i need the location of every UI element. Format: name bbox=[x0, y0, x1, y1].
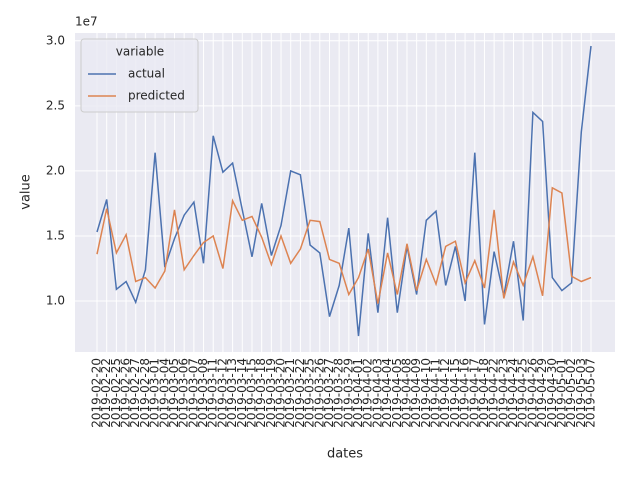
x-tick-label: 2019-03-07 bbox=[186, 358, 200, 428]
x-tick-label: 2019-02-25 bbox=[109, 358, 123, 428]
x-tick-label: 2019-02-28 bbox=[138, 358, 152, 428]
x-tick-label: 2019-03-15 bbox=[244, 358, 258, 428]
x-tick-label: 2019-03-27 bbox=[322, 358, 336, 428]
x-tick-label: 2019-04-17 bbox=[467, 358, 481, 428]
x-axis-label: dates bbox=[327, 447, 363, 462]
x-tick-label: 2019-03-14 bbox=[235, 358, 249, 428]
x-tick-label: 2019-03-04 bbox=[157, 358, 171, 428]
legend-label: predicted bbox=[128, 89, 185, 103]
x-tick-label: 2019-04-24 bbox=[506, 358, 520, 428]
legend-label: actual bbox=[128, 67, 165, 81]
x-tick-label: 2019-02-20 bbox=[90, 358, 104, 428]
x-tick-label: 2019-04-29 bbox=[535, 358, 549, 428]
x-tick-label: 2019-04-23 bbox=[496, 358, 510, 428]
x-tick-label: 2019-03-19 bbox=[264, 358, 278, 428]
x-tick-label: 2019-04-05 bbox=[390, 358, 404, 428]
x-tick-label: 2019-04-01 bbox=[351, 358, 365, 428]
x-tick-label: 2019-05-07 bbox=[584, 358, 598, 428]
x-tick-label: 2019-03-13 bbox=[225, 358, 239, 428]
x-tick-label: 2019-03-22 bbox=[293, 358, 307, 428]
x-tick-label: 2019-05-01 bbox=[554, 358, 568, 428]
x-tick-label: 2019-04-15 bbox=[448, 358, 462, 428]
series-line bbox=[96, 186, 592, 304]
x-tick-label: 2019-03-28 bbox=[332, 358, 346, 428]
y-tick-label: 2.5 bbox=[46, 98, 65, 112]
x-tick-label: 2019-03-06 bbox=[177, 358, 191, 428]
y-axis-label: value bbox=[19, 174, 34, 210]
x-tick-label: 2019-03-01 bbox=[148, 358, 162, 428]
legend-title: variable bbox=[116, 45, 164, 59]
x-tick-label: 2019-03-18 bbox=[254, 358, 268, 428]
y-tick-label: 1.5 bbox=[46, 228, 65, 242]
legend-box bbox=[80, 38, 199, 113]
x-tick-label: 2019-03-12 bbox=[215, 358, 229, 428]
x-tick-label: 2019-04-02 bbox=[361, 358, 375, 428]
x-tick-label: 2019-02-22 bbox=[99, 358, 113, 428]
y-tick-label: 1.0 bbox=[46, 294, 65, 308]
x-tick-label: 2019-04-25 bbox=[516, 358, 530, 428]
y-tick-label: 2.0 bbox=[46, 163, 65, 177]
x-tick-label: 2019-03-08 bbox=[196, 358, 210, 428]
x-tick-label: 2019-05-03 bbox=[574, 358, 588, 428]
x-tick-label: 2019-02-27 bbox=[128, 358, 142, 428]
x-tick-label: 2019-03-26 bbox=[312, 358, 326, 428]
x-tick-label: 2019-03-11 bbox=[206, 358, 220, 428]
x-tick-label: 2019-04-11 bbox=[429, 358, 443, 428]
x-tick-label: 2019-02-26 bbox=[119, 358, 133, 428]
x-tick-label: 2019-03-20 bbox=[274, 358, 288, 428]
x-tick-label: 2019-04-16 bbox=[458, 358, 472, 428]
x-tick-label: 2019-04-08 bbox=[399, 358, 413, 428]
x-tick-label: 2019-04-03 bbox=[370, 358, 384, 428]
y-offset-label: 1e7 bbox=[75, 15, 98, 29]
x-tick-label: 2019-04-10 bbox=[419, 358, 433, 428]
legend: variable actual predicted bbox=[80, 38, 199, 113]
series-line bbox=[96, 45, 592, 337]
y-tick-label: 3.0 bbox=[46, 33, 65, 47]
x-tick-label: 2019-04-26 bbox=[525, 358, 539, 428]
x-tick-label: 2019-03-29 bbox=[341, 358, 355, 428]
x-tick-label: 2019-04-30 bbox=[545, 358, 559, 428]
x-tick-label: 2019-03-25 bbox=[303, 358, 317, 428]
x-tick-label: 2019-04-04 bbox=[380, 358, 394, 428]
x-tick-label: 2019-05-02 bbox=[564, 358, 578, 428]
x-tick-label: 2019-04-09 bbox=[409, 358, 423, 428]
x-tick-label: 2019-04-18 bbox=[477, 358, 491, 428]
x-tick-label: 2019-03-05 bbox=[167, 358, 181, 428]
x-tick-label: 2019-04-22 bbox=[487, 358, 501, 428]
x-tick-label: 2019-04-12 bbox=[438, 358, 452, 428]
x-tick-label: 2019-03-21 bbox=[283, 358, 297, 428]
